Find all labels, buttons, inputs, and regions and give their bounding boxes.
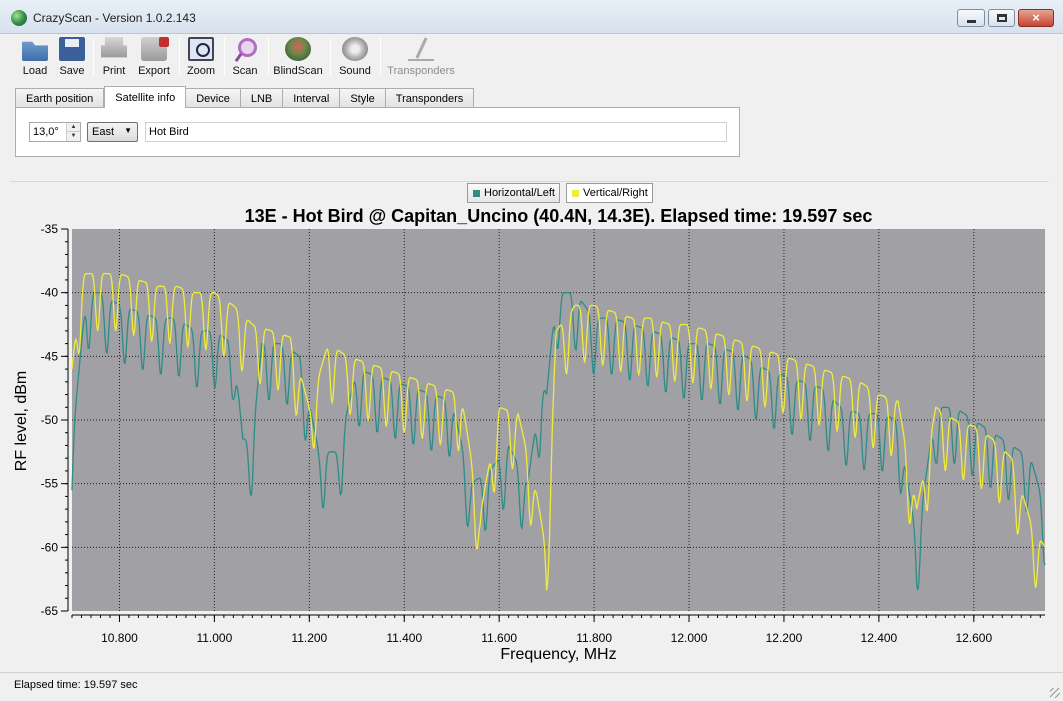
toolbar-separator: [330, 38, 331, 76]
chevron-down-icon: ▼: [124, 126, 132, 135]
spin-down-icon[interactable]: ▼: [67, 132, 80, 141]
title-bar: CrazyScan - Version 1.0.2.143 ×: [0, 0, 1063, 34]
x-tick-label: 11.200: [291, 631, 327, 645]
transponders-label: Transponders: [387, 65, 455, 77]
y-tick-label: -55: [41, 477, 59, 491]
legend-horizontal-label: Horizontal/Left: [484, 187, 555, 199]
print-label: Print: [102, 65, 126, 77]
speaker-icon: [342, 37, 368, 61]
close-button[interactable]: ×: [1018, 9, 1054, 27]
y-tick-label: -35: [41, 222, 59, 236]
scan-button[interactable]: Scan: [230, 36, 260, 78]
sound-button[interactable]: Sound: [338, 36, 372, 78]
status-text: Elapsed time: 19.597 sec: [14, 679, 138, 691]
tab-satellite-info[interactable]: Satellite info: [104, 86, 187, 108]
legend-horizontal[interactable]: Horizontal/Left: [467, 183, 560, 203]
x-axis-label: Frequency, MHz: [500, 646, 617, 663]
x-tick-label: 11.400: [386, 631, 422, 645]
minimize-button[interactable]: [957, 9, 985, 27]
x-tick-label: 12.600: [955, 631, 992, 645]
scan-label: Scan: [232, 65, 258, 77]
series-line-horizontal: [71, 292, 1046, 591]
x-tick-label: 12.200: [766, 631, 803, 645]
y-tick-label: -65: [41, 604, 59, 618]
tab-style[interactable]: Style: [340, 88, 386, 108]
export-button[interactable]: Export: [136, 36, 172, 78]
floppy-icon: [59, 37, 85, 61]
direction-select[interactable]: East ▼: [87, 122, 138, 142]
spin-up-icon[interactable]: ▲: [67, 123, 80, 132]
tab-interval[interactable]: Interval: [283, 88, 341, 108]
toolbar-separator: [224, 38, 225, 76]
toolbar: Load Save Print Export Zoom Scan BlindSc…: [0, 34, 1063, 80]
x-tick-label: 11.000: [196, 631, 232, 645]
zoom-icon: [188, 37, 214, 61]
tab-transponders[interactable]: Transponders: [385, 88, 475, 108]
save-button[interactable]: Save: [57, 36, 87, 78]
window-title: CrazyScan - Version 1.0.2.143: [33, 11, 196, 25]
tab-device[interactable]: Device: [186, 88, 241, 108]
sound-label: Sound: [339, 65, 371, 77]
vertical-swatch: [572, 189, 579, 197]
settings-tabs: Earth position Satellite info Device LNB…: [15, 86, 475, 108]
satellite-info-panel: 13,0° ▲ ▼ East ▼: [15, 107, 740, 157]
status-bar: Elapsed time: 19.597 sec: [0, 672, 1063, 701]
horizontal-swatch: [473, 189, 480, 197]
satellite-name-input[interactable]: [145, 122, 727, 142]
toolbar-separator: [268, 38, 269, 76]
tab-earth-position[interactable]: Earth position: [15, 88, 105, 108]
print-button[interactable]: Print: [99, 36, 129, 78]
minimize-icon: [966, 19, 976, 23]
y-tick-label: -45: [41, 349, 59, 363]
x-tick-label: 11.800: [576, 631, 612, 645]
tab-lnb[interactable]: LNB: [240, 88, 284, 108]
load-button[interactable]: Load: [20, 36, 50, 78]
orbital-position-spinner[interactable]: 13,0° ▲ ▼: [29, 122, 81, 142]
orbital-position-value: 13,0°: [33, 126, 59, 138]
chart-title: 13E - Hot Bird @ Capitan_Uncino (40.4N, …: [244, 206, 873, 226]
x-tick-label: 10.800: [101, 631, 138, 645]
maximize-icon: [996, 14, 1007, 22]
magnifier-icon: [232, 37, 258, 61]
blindscan-label: BlindScan: [273, 65, 323, 77]
x-tick-label: 11.600: [481, 631, 517, 645]
x-tick-label: 12.000: [671, 631, 708, 645]
resize-grip-icon[interactable]: [1050, 688, 1060, 698]
y-tick-label: -40: [41, 286, 59, 300]
load-label: Load: [22, 65, 48, 77]
transponders-button[interactable]: Transponders: [387, 36, 455, 78]
transponders-icon: [408, 37, 434, 61]
direction-value: East: [92, 126, 115, 138]
zoom-button[interactable]: Zoom: [186, 36, 216, 78]
toolbar-separator: [380, 38, 381, 76]
blindscan-button[interactable]: BlindScan: [273, 36, 323, 78]
export-label: Export: [138, 65, 170, 77]
toolbar-separator: [93, 38, 94, 76]
close-icon: ×: [1032, 10, 1040, 25]
blindscan-icon: [285, 37, 311, 61]
export-icon: [141, 37, 169, 61]
folder-open-icon: [22, 41, 48, 61]
toolbar-separator: [179, 38, 180, 76]
printer-icon: [101, 37, 127, 58]
y-tick-label: -50: [41, 413, 59, 427]
zoom-label: Zoom: [186, 65, 216, 77]
legend-vertical-label: Vertical/Right: [583, 187, 648, 199]
maximize-button[interactable]: [988, 9, 1015, 27]
legend-vertical[interactable]: Vertical/Right: [566, 183, 653, 203]
globe-icon: [11, 10, 27, 26]
x-tick-label: 12.400: [861, 631, 898, 645]
save-label: Save: [59, 65, 85, 77]
y-tick-label: -60: [41, 540, 59, 554]
series-line-vertical: [71, 272, 1046, 591]
spinner-buttons: ▲ ▼: [66, 123, 80, 141]
